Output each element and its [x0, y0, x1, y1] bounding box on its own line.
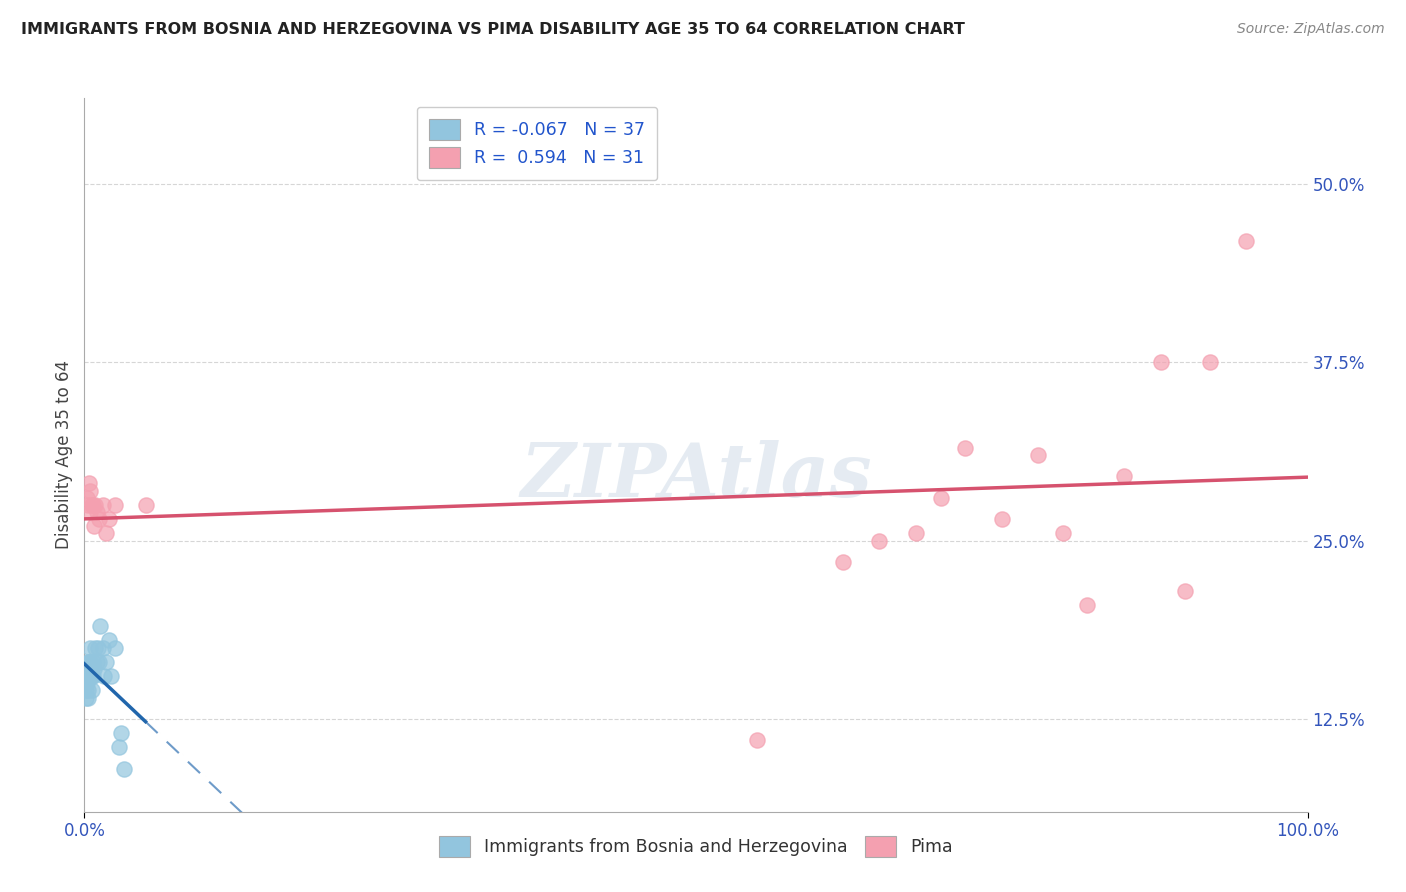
Point	[80, 683, 103, 698]
Point	[1198, 355, 1220, 369]
Legend: Immigrants from Bosnia and Herzegovina, Pima: Immigrants from Bosnia and Herzegovina, …	[432, 829, 960, 863]
Point	[1150, 355, 1173, 369]
Point	[89, 619, 111, 633]
Point	[96, 526, 118, 541]
Point	[83, 519, 105, 533]
Point	[77, 683, 100, 698]
Text: Source: ZipAtlas.com: Source: ZipAtlas.com	[1237, 22, 1385, 37]
Point	[107, 740, 129, 755]
Y-axis label: Disability Age 35 to 64: Disability Age 35 to 64	[55, 360, 73, 549]
Point	[1234, 234, 1257, 248]
Point	[93, 669, 115, 683]
Point	[75, 669, 97, 683]
Point	[79, 505, 101, 519]
Point	[929, 491, 952, 505]
Point	[1076, 598, 1098, 612]
Point	[77, 662, 100, 676]
Point	[76, 491, 98, 505]
Point	[77, 498, 100, 512]
Point	[77, 690, 100, 705]
Point	[83, 662, 105, 676]
Point	[79, 483, 101, 498]
Point	[86, 655, 108, 669]
Point	[82, 669, 104, 683]
Point	[75, 690, 97, 705]
Point	[91, 498, 114, 512]
Point	[84, 498, 107, 512]
Point	[953, 441, 976, 455]
Point	[77, 655, 100, 669]
Point	[77, 669, 100, 683]
Point	[1052, 526, 1074, 541]
Point	[747, 733, 769, 747]
Point	[87, 640, 110, 655]
Point	[905, 526, 928, 541]
Text: ZIPAtlas: ZIPAtlas	[520, 440, 872, 513]
Point	[87, 512, 110, 526]
Point	[104, 640, 127, 655]
Point	[76, 676, 98, 690]
Point	[86, 505, 108, 519]
Point	[112, 762, 135, 776]
Point	[79, 662, 101, 676]
Point	[91, 640, 114, 655]
Point	[104, 498, 127, 512]
Point	[97, 633, 120, 648]
Point	[79, 640, 101, 655]
Point	[990, 512, 1012, 526]
Text: IMMIGRANTS FROM BOSNIA AND HERZEGOVINA VS PIMA DISABILITY AGE 35 TO 64 CORRELATI: IMMIGRANTS FROM BOSNIA AND HERZEGOVINA V…	[21, 22, 965, 37]
Point	[1028, 448, 1050, 462]
Point	[76, 662, 98, 676]
Point	[75, 683, 97, 698]
Point	[110, 726, 132, 740]
Point	[79, 655, 101, 669]
Point	[77, 655, 100, 669]
Point	[77, 662, 100, 676]
Point	[80, 498, 103, 512]
Point	[87, 655, 110, 669]
Point	[1174, 583, 1197, 598]
Point	[82, 655, 104, 669]
Point	[82, 498, 104, 512]
Point	[1114, 469, 1136, 483]
Point	[135, 498, 157, 512]
Point	[96, 655, 118, 669]
Point	[80, 669, 103, 683]
Point	[84, 640, 107, 655]
Point	[76, 669, 98, 683]
Point	[100, 669, 122, 683]
Point	[77, 476, 100, 491]
Point	[77, 669, 100, 683]
Point	[97, 512, 120, 526]
Point	[79, 669, 101, 683]
Point	[831, 555, 853, 569]
Point	[869, 533, 891, 548]
